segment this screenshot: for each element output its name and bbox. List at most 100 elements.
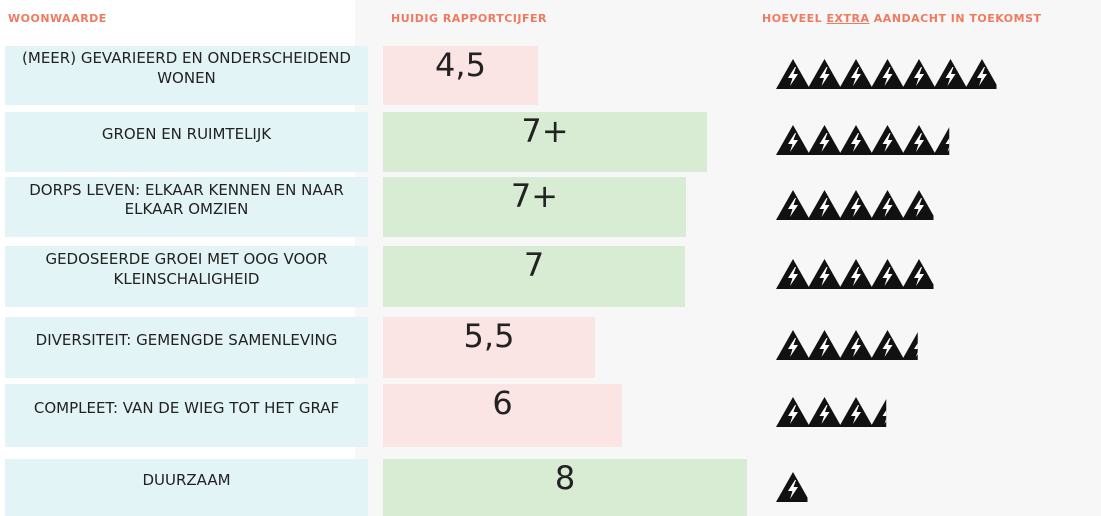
bolt xyxy=(851,405,861,424)
warning-icon xyxy=(902,125,936,155)
warning-icon xyxy=(965,59,997,89)
bolt xyxy=(788,267,798,286)
warning-icon xyxy=(776,472,808,502)
triangle xyxy=(902,332,918,360)
warning-icon xyxy=(776,59,810,89)
bolt xyxy=(914,67,924,86)
bolt xyxy=(882,338,893,357)
bolt xyxy=(819,67,830,86)
attention-icons xyxy=(776,397,887,427)
triangle xyxy=(933,127,950,155)
warning-icon xyxy=(807,190,842,220)
bolt xyxy=(851,198,861,217)
row-label-text: COMPLEET: VAN DE WIEG TOT HET GRAF xyxy=(33,398,340,417)
header-emphasis: EXTRA xyxy=(826,12,870,25)
warning-icon xyxy=(870,125,905,155)
warning-icon xyxy=(839,330,873,360)
warning-icon xyxy=(870,399,887,427)
warning-icon xyxy=(870,190,905,220)
attention-icons xyxy=(776,259,934,289)
bolt xyxy=(914,133,924,152)
header-prefix: HOEVEEL xyxy=(762,12,823,25)
grade-bar: 4,5 xyxy=(383,46,538,105)
warning-icon xyxy=(870,259,905,289)
bolt xyxy=(819,198,830,217)
attention-icons xyxy=(776,59,997,89)
bolt xyxy=(914,267,924,286)
header-suffix: AANDACHT IN TOEKOMST xyxy=(873,12,1042,25)
icon-group xyxy=(776,472,808,502)
grade-bar: 6 xyxy=(383,384,622,447)
bolt xyxy=(914,198,924,217)
bolt xyxy=(819,405,830,424)
bolt xyxy=(788,480,798,499)
icon-group xyxy=(776,330,918,360)
row-label-text: DUURZAAM xyxy=(142,470,231,489)
bolt xyxy=(945,138,950,152)
row-label-text: (MEER) GEVARIEERD EN ONDERSCHEIDEND WONE… xyxy=(22,49,351,87)
warning-icon xyxy=(839,125,873,155)
bolt xyxy=(788,67,798,86)
row-label-text: GEDOSEERDE GROEI MET OOG VOOR KLEINSCHAL… xyxy=(45,250,328,288)
bolt xyxy=(851,67,861,86)
grade-bar: 7 xyxy=(383,246,685,307)
warning-icon xyxy=(870,59,905,89)
warning-icon xyxy=(776,259,810,289)
warning-icon xyxy=(776,330,810,360)
warning-icon xyxy=(902,259,934,289)
warning-icon xyxy=(839,397,873,427)
warning-icon xyxy=(807,125,842,155)
grade-bar: 7+ xyxy=(383,177,686,237)
header-attention: HOEVEEL EXTRA AANDACHT IN TOEKOMST xyxy=(762,12,1042,25)
warning-icon xyxy=(933,127,950,155)
attention-icons xyxy=(776,472,808,502)
warning-icon xyxy=(776,397,810,427)
bolt xyxy=(882,67,893,86)
warning-icon xyxy=(807,330,842,360)
bolt xyxy=(977,67,987,86)
attention-icons xyxy=(776,190,934,220)
icon-group xyxy=(776,125,950,155)
warning-icon xyxy=(807,59,842,89)
row-label: GROEN EN RUIMTELIJK xyxy=(5,112,368,172)
grade-bar: 7+ xyxy=(383,112,707,172)
bolt xyxy=(788,198,798,217)
row-label: DUURZAAM xyxy=(5,459,368,516)
triangle xyxy=(870,399,887,427)
row-label: DIVERSITEIT: GEMENGDE SAMENLEVING xyxy=(5,317,368,378)
header-grade: HUIDIG RAPPORTCIJFER xyxy=(391,12,548,25)
row-label-text: DORPS LEVEN: ELKAAR KENNEN EN NAAR ELKAA… xyxy=(29,180,344,219)
row-label: GEDOSEERDE GROEI MET OOG VOOR KLEINSCHAL… xyxy=(5,246,368,307)
grade-bar: 8 xyxy=(383,459,747,516)
warning-icon xyxy=(902,59,936,89)
icon-group xyxy=(776,190,934,220)
attention-icons xyxy=(776,125,950,155)
warning-icon xyxy=(839,190,873,220)
bolt xyxy=(945,67,956,86)
warning-icon xyxy=(902,190,934,220)
warning-icon xyxy=(902,332,918,360)
bolt xyxy=(819,338,830,357)
bolt xyxy=(882,410,887,424)
bolt xyxy=(851,338,861,357)
bolt xyxy=(882,198,893,217)
warning-icon xyxy=(807,259,842,289)
bolt xyxy=(882,133,893,152)
icon-group xyxy=(776,59,997,89)
row-label: DORPS LEVEN: ELKAAR KENNEN EN NAAR ELKAA… xyxy=(5,177,368,237)
warning-icon xyxy=(870,330,905,360)
warning-icon xyxy=(776,190,810,220)
bolt xyxy=(788,133,798,152)
bolt xyxy=(788,405,798,424)
bolt xyxy=(788,338,798,357)
header-label: WOONWAARDE xyxy=(8,12,107,25)
warning-icon xyxy=(839,259,873,289)
row-label: COMPLEET: VAN DE WIEG TOT HET GRAF xyxy=(5,384,368,447)
bolt xyxy=(819,133,830,152)
icon-group xyxy=(776,397,887,427)
bolt xyxy=(819,267,830,286)
row-label-text: GROEN EN RUIMTELIJK xyxy=(101,125,272,144)
row-label-text: DIVERSITEIT: GEMENGDE SAMENLEVING xyxy=(35,330,338,349)
bolt xyxy=(851,267,861,286)
